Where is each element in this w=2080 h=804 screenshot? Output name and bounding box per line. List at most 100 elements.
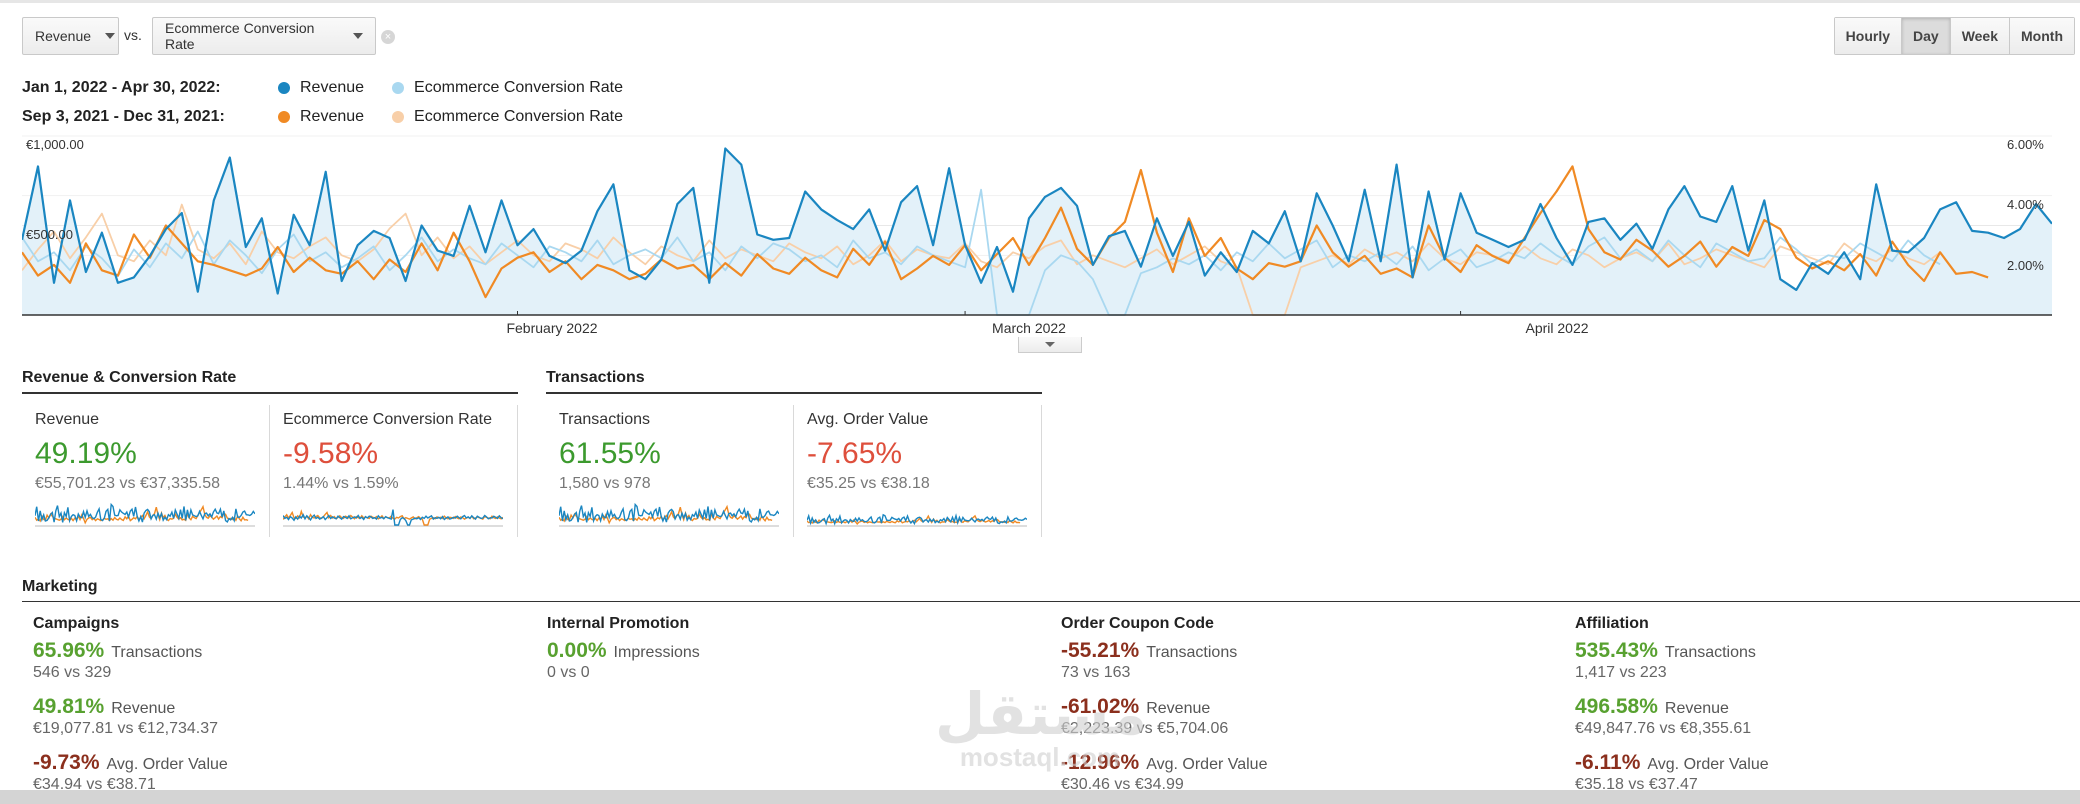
sparkline-current bbox=[35, 502, 255, 524]
vs-label: vs. bbox=[124, 27, 142, 43]
line-chart[interactable] bbox=[22, 130, 2052, 316]
scorecard-revenue[interactable]: Revenue 49.19% €55,701.23 vs €37,335.58 bbox=[22, 405, 270, 537]
legend-current: Jan 1, 2022 - Apr 30, 2022: Revenue Ecom… bbox=[22, 78, 623, 98]
top-divider bbox=[0, 0, 2080, 3]
section-heading-transactions: Transactions bbox=[546, 369, 1042, 394]
metric-compare: €49,847.76 vs €8,355.61 bbox=[1575, 720, 1752, 737]
watermark-logo: مستقل mostaql.com bbox=[935, 680, 1148, 772]
legend-previous: Sep 3, 2021 - Dec 31, 2021: Revenue Ecom… bbox=[22, 107, 623, 127]
scorecard-label: Revenue bbox=[35, 411, 100, 428]
scorecard-transactions[interactable]: Transactions 61.55% 1,580 vs 978 bbox=[546, 405, 794, 537]
scorecard-conversion-rate[interactable]: Ecommerce Conversion Rate -9.58% 1.44% v… bbox=[270, 405, 518, 537]
legend-series-label: Ecommerce Conversion Rate bbox=[414, 79, 624, 96]
marketing-metric: 535.43% Transactions 1,417 vs 223 bbox=[1575, 639, 2055, 682]
scorecard-change: -7.65% bbox=[807, 437, 903, 470]
legend-series-label: Revenue bbox=[300, 108, 365, 125]
left-axis-tick-label: €500.00 bbox=[26, 227, 73, 242]
metric-change: -12.96% bbox=[1061, 751, 1140, 774]
chevron-down-icon bbox=[353, 33, 363, 39]
marketing-affiliation: Affiliation 535.43% Transactions 1,417 vs… bbox=[1575, 615, 2055, 804]
marketing-metric: -55.21% Transactions 73 vs 163 bbox=[1061, 639, 1541, 682]
collapse-chart-toggle[interactable] bbox=[1018, 337, 1082, 353]
sparkline-current bbox=[283, 509, 503, 526]
marketing-metric: -61.02% Revenue €2,223.39 vs €5,704.06 bbox=[1061, 695, 1541, 738]
scorecard-compare: €35.25 vs €38.18 bbox=[807, 475, 930, 492]
chevron-down-icon bbox=[105, 33, 116, 39]
legend-dot-icon bbox=[392, 111, 405, 123]
legend-range-current: Jan 1, 2022 - Apr 30, 2022: bbox=[22, 79, 221, 96]
legend-dot-icon bbox=[392, 82, 405, 94]
metric-name: Avg. Order Value bbox=[1146, 756, 1268, 773]
right-axis-tick-label: 6.00% bbox=[2007, 137, 2044, 152]
metric-compare: €35.18 vs €37.47 bbox=[1575, 776, 1698, 793]
granularity-month-button[interactable]: Month bbox=[2009, 18, 2074, 54]
metric-change: -9.73% bbox=[33, 751, 100, 774]
metric-change: -61.02% bbox=[1061, 695, 1140, 718]
metric-compare: 1,417 vs 223 bbox=[1575, 664, 1667, 681]
legend-dot-icon bbox=[278, 111, 290, 123]
primary-metric-value: Revenue bbox=[35, 28, 92, 44]
section-heading-marketing: Marketing bbox=[22, 578, 2080, 602]
metric-compare: €2,223.39 vs €5,704.06 bbox=[1061, 720, 1229, 737]
series-line-0 bbox=[22, 147, 2052, 295]
revenue-area-fill bbox=[22, 148, 2052, 315]
marketing-metric: -6.11% Avg. Order Value €35.18 vs €37.47 bbox=[1575, 751, 2055, 794]
marketing-metric: -12.96% Avg. Order Value €30.46 vs €34.99 bbox=[1061, 751, 1541, 794]
clear-icon[interactable]: × bbox=[381, 30, 395, 44]
scorecard-label: Ecommerce Conversion Rate bbox=[283, 411, 492, 428]
x-axis-tick-label: March 2022 bbox=[992, 320, 1066, 336]
metric-change: -6.11% bbox=[1575, 751, 1641, 774]
x-axis-tick-label: February 2022 bbox=[506, 320, 598, 336]
scorecard-avg-order-value[interactable]: Avg. Order Value -7.65% €35.25 vs €38.18 bbox=[794, 405, 1042, 537]
secondary-metric-select[interactable]: Ecommerce Conversion Rate bbox=[152, 17, 376, 55]
legend-range-previous: Sep 3, 2021 - Dec 31, 2021: bbox=[22, 108, 225, 125]
metric-compare: €19,077.81 vs €12,734.37 bbox=[33, 720, 219, 737]
primary-metric-select[interactable]: Revenue bbox=[22, 17, 119, 55]
legend-series-label: Revenue bbox=[300, 79, 365, 96]
metric-compare: €34.94 vs €38.71 bbox=[33, 776, 156, 793]
marketing-column-title[interactable]: Internal Promotion bbox=[547, 615, 690, 632]
legend-dot-icon bbox=[278, 82, 290, 94]
horizontal-scrollbar[interactable] bbox=[0, 790, 2080, 804]
metric-change: 65.96% bbox=[33, 639, 105, 662]
metric-name: Revenue bbox=[111, 700, 176, 717]
granularity-week-button[interactable]: Week bbox=[1949, 18, 2010, 54]
scorecard-change: -9.58% bbox=[283, 437, 379, 470]
scorecard-compare: 1.44% vs 1.59% bbox=[283, 475, 399, 492]
scorecard-change: 61.55% bbox=[559, 437, 661, 470]
x-axis-tick-label: April 2022 bbox=[1525, 320, 1589, 336]
sparkline bbox=[283, 509, 503, 527]
scorecard-label: Transactions bbox=[559, 411, 650, 428]
sparkline bbox=[35, 502, 255, 527]
metric-change: -55.21% bbox=[1061, 639, 1140, 662]
marketing-column-title[interactable]: Affiliation bbox=[1575, 615, 1649, 632]
marketing-metric: -9.73% Avg. Order Value €34.94 vs €38.71 bbox=[33, 751, 513, 794]
metric-change: 49.81% bbox=[33, 695, 105, 718]
metric-name: Revenue bbox=[1664, 700, 1729, 717]
secondary-metric-value: Ecommerce Conversion Rate bbox=[165, 20, 315, 52]
metric-compare: €30.46 vs €34.99 bbox=[1061, 776, 1184, 793]
scorecard-change: 49.19% bbox=[35, 437, 137, 470]
marketing-column-title[interactable]: Order Coupon Code bbox=[1061, 615, 1214, 632]
metric-compare: 73 vs 163 bbox=[1061, 664, 1131, 681]
granularity-hourly-button[interactable]: Hourly bbox=[1834, 18, 1901, 54]
sparkline bbox=[559, 502, 779, 527]
granularity-toggle: Hourly Day Week Month bbox=[1833, 17, 2075, 55]
right-axis-tick-label: 4.00% bbox=[2007, 197, 2044, 212]
sparkline-current bbox=[559, 502, 779, 524]
scorecard-compare: 1,580 vs 978 bbox=[559, 475, 651, 492]
legend-series-label: Ecommerce Conversion Rate bbox=[414, 108, 624, 125]
left-axis-tick-label: €1,000.00 bbox=[26, 137, 84, 152]
marketing-metric: 496.58% Revenue €49,847.76 vs €8,355.61 bbox=[1575, 695, 2055, 738]
metric-change: 0.00% bbox=[547, 639, 607, 662]
metric-name: Transactions bbox=[111, 644, 203, 661]
granularity-day-button[interactable]: Day bbox=[1901, 18, 1950, 54]
metric-name: Avg. Order Value bbox=[106, 756, 228, 773]
marketing-column-title[interactable]: Campaigns bbox=[33, 615, 120, 632]
metric-change: 496.58% bbox=[1575, 695, 1658, 718]
sparkline bbox=[807, 513, 1027, 527]
marketing-metric: 49.81% Revenue €19,077.81 vs €12,734.37 bbox=[33, 695, 513, 738]
metric-compare: 0 vs 0 bbox=[547, 664, 590, 681]
metric-compare: 546 vs 329 bbox=[33, 664, 112, 681]
scorecard-label: Avg. Order Value bbox=[807, 411, 929, 428]
